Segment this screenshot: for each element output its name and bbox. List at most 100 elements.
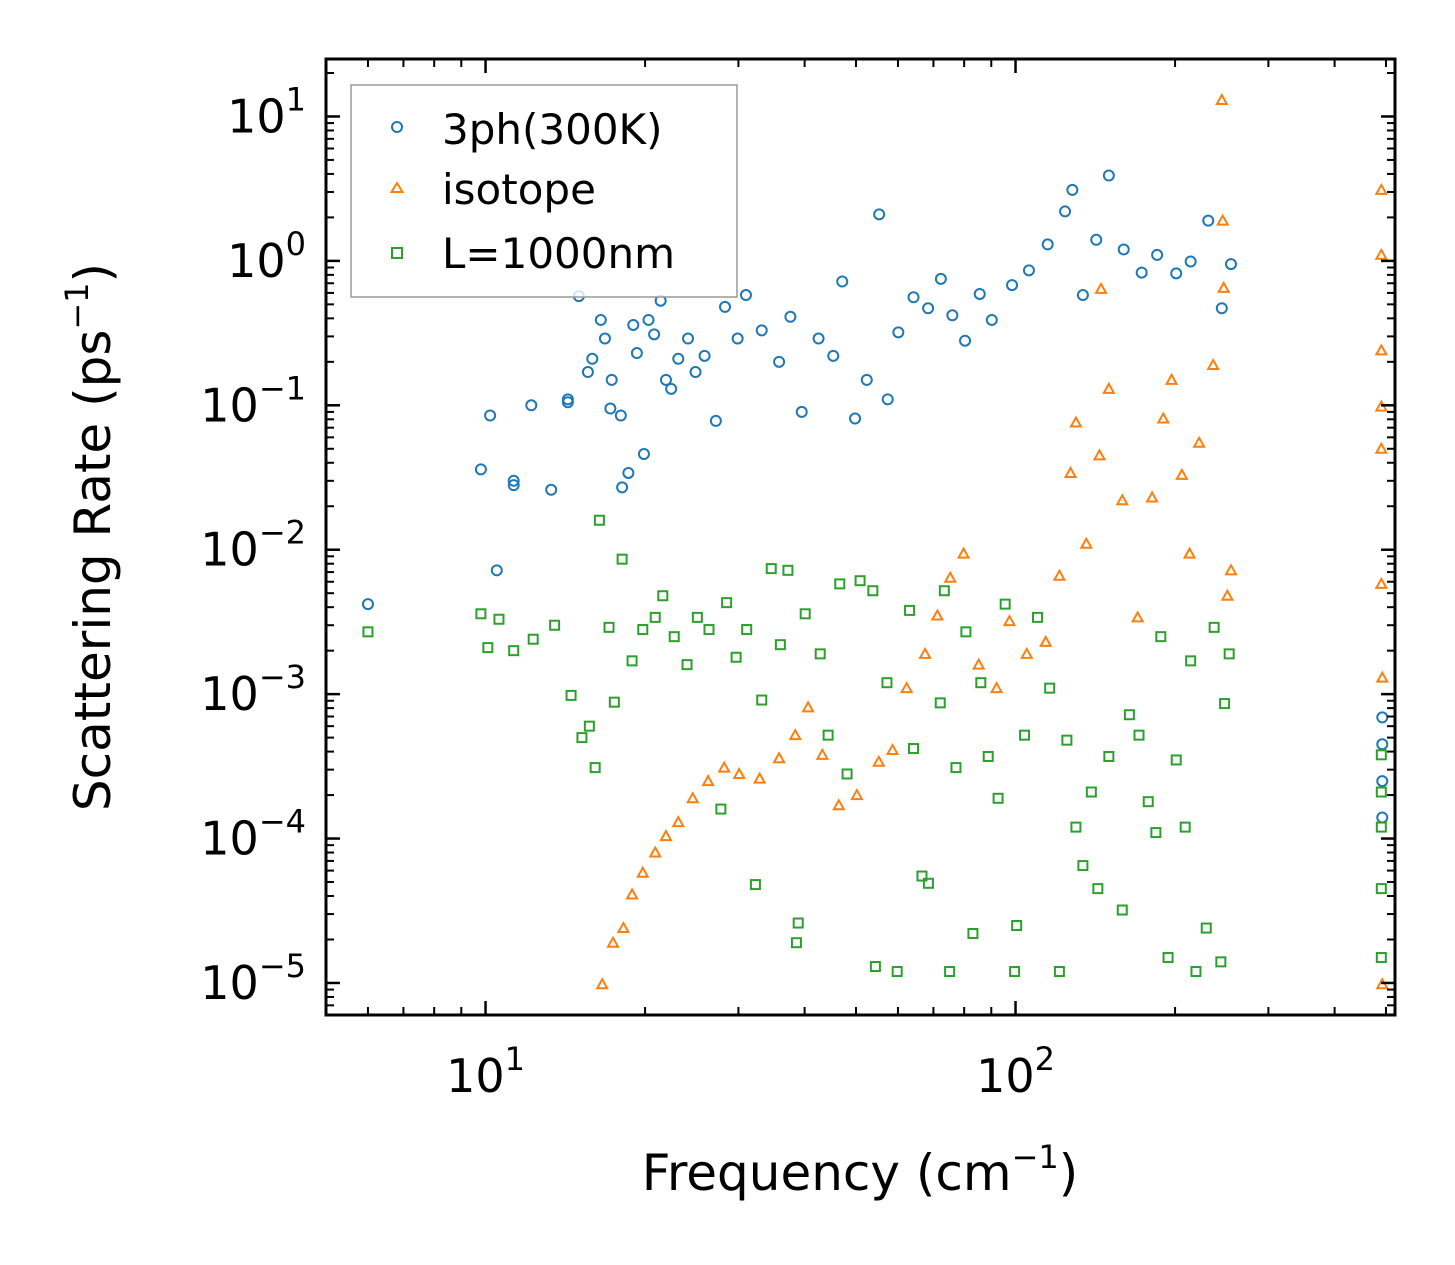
point-3ph [812,332,825,345]
point-3ph [627,318,640,331]
point-3ph [659,373,672,386]
point-isotope [1375,670,1389,683]
point-l1000nm [1061,734,1073,746]
point-3ph [773,355,786,368]
point-l1000nm [1162,952,1174,964]
point-isotope [772,751,786,764]
point-3ph [507,474,520,487]
point-isotope [1052,568,1067,581]
point-l1000nm [869,961,881,973]
point-isotope [930,608,945,621]
point-l1000nm [982,750,994,762]
point-l1000nm [999,598,1011,610]
point-l1000nm [1044,682,1056,694]
point-3ph [1376,775,1389,788]
y-tick-label: 10−5 [200,947,306,1010]
point-3ph [594,313,607,326]
point-3ph [849,412,862,425]
point-l1000nm [549,619,561,631]
point-3ph [642,313,655,326]
point-3ph [1102,169,1115,182]
point-l1000nm [908,743,920,755]
point-3ph [1090,233,1103,246]
point-isotope [1063,465,1078,478]
point-3ph [985,313,998,326]
point-l1000nm [589,762,601,774]
point-isotope [1374,247,1389,260]
point-3ph [973,287,986,300]
point-isotope [686,791,700,804]
point-l1000nm [867,585,879,597]
point-3ph [1117,243,1130,256]
point-isotope [1145,490,1159,503]
point-isotope [1115,493,1129,506]
point-3ph [648,328,661,341]
point-3ph [881,393,894,406]
point-l1000nm [1142,796,1154,808]
point-isotope [752,771,767,784]
point-isotope [1374,441,1389,454]
point-l1000nm [741,624,753,636]
point-isotope [625,887,639,900]
point-3ph [698,349,711,362]
point-l1000nm [1375,821,1387,833]
point-3ph [637,448,650,461]
point-l1000nm [482,642,494,654]
point-isotope [1216,280,1231,293]
point-l1000nm [891,966,903,978]
point-l1000nm [1185,655,1197,667]
point-3ph [1135,266,1148,279]
point-l1000nm [626,655,638,667]
point-l1000nm [834,578,846,590]
point-3ph [672,352,685,365]
point-3ph [622,466,635,479]
point-3ph [755,324,768,337]
point-l1000nm [967,928,979,940]
point-l1000nm [1103,750,1115,762]
y-tick-label: 101 [227,80,306,143]
point-isotope [648,845,662,858]
point-l1000nm [799,608,811,620]
point-isotope [1224,563,1238,576]
y-axis-label-exponent: −1 [58,282,96,329]
point-isotope [616,920,631,934]
point-l1000nm [1116,904,1128,916]
point-l1000nm [730,651,742,663]
point-3ph [1151,248,1164,261]
point-l1000nm [774,639,786,651]
legend-frame [350,84,738,298]
point-l1000nm [493,613,505,625]
point-isotope [1216,213,1230,226]
y-tick-label: 10−1 [200,369,306,432]
point-isotope [872,754,886,767]
point-3ph [545,483,558,496]
point-3ph [361,598,374,611]
point-isotope [815,747,830,760]
point-l1000nm [944,966,956,978]
legend-label-isotope: isotope [442,165,596,214]
point-l1000nm [790,937,802,949]
point-isotope [971,657,986,670]
legend-marker-square [391,247,403,259]
x-axis-label-base: Frequency (cm [642,1144,1012,1202]
point-l1000nm [1208,621,1220,633]
point-isotope [1206,357,1220,371]
point-3ph [1215,302,1228,315]
point-l1000nm [527,633,539,645]
point-l1000nm [637,624,649,636]
point-l1000nm [1123,709,1135,721]
point-3ph [1076,289,1089,302]
point-l1000nm [475,608,487,620]
point-3ph [484,409,497,422]
point-3ph [525,399,538,412]
point-3ph [490,564,503,577]
point-l1000nm [1019,729,1031,741]
point-3ph [1170,267,1183,280]
point-l1000nm [565,689,577,701]
point-l1000nm [1053,966,1065,978]
point-3ph [665,382,678,395]
point-3ph [836,275,849,288]
point-l1000nm [756,694,768,706]
point-isotope [732,766,746,779]
y-tick-label: 10−4 [200,803,306,866]
